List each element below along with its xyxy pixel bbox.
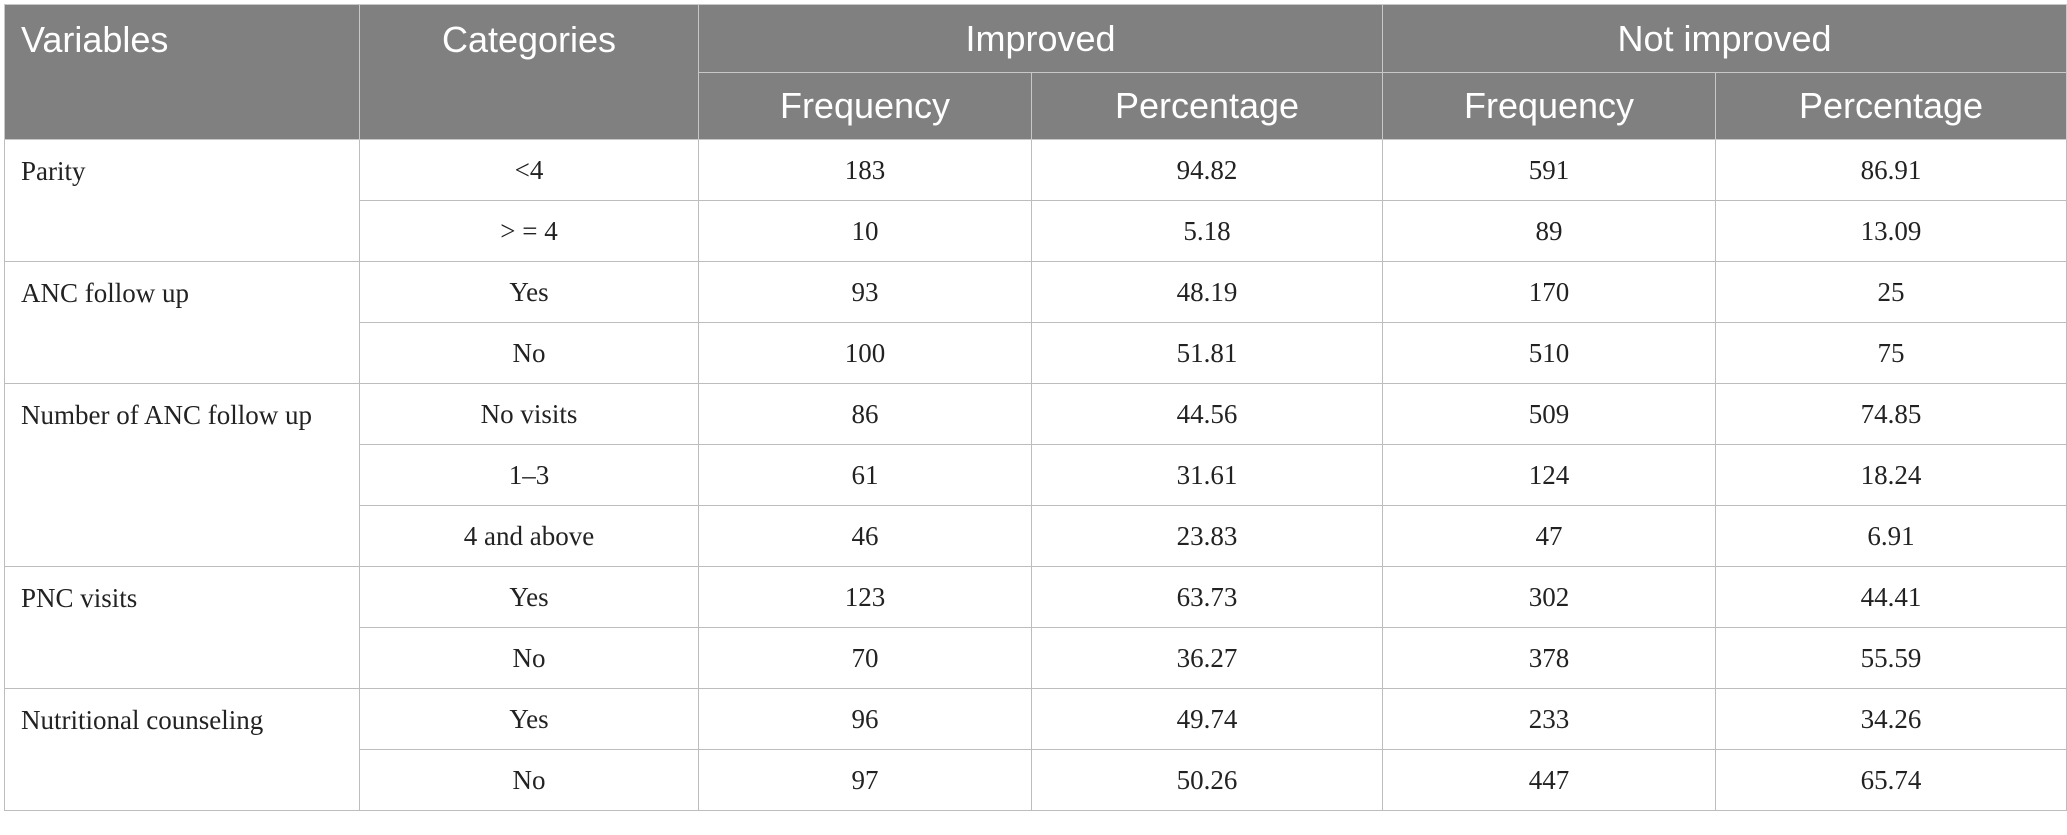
header-not-improved: Not improved (1382, 4, 2067, 73)
header-not-improved-frequency: Frequency (1382, 72, 1717, 140)
not-improved-percentage-cell: 74.85 (1715, 383, 2067, 445)
table-row: Number of ANC follow up No visits 86 44.56 5… (4, 383, 2067, 567)
variable-cell: PNC visits (4, 566, 360, 689)
not-improved-percentage-cell: 44.41 (1715, 566, 2067, 628)
not-improved-percentage-cell: 13.09 (1715, 200, 2067, 262)
header-row-top: Variables Categories Improved Not improv… (4, 4, 2067, 140)
improved-frequency-cell: 86 (698, 383, 1032, 445)
improved-frequency-cell: 46 (698, 505, 1032, 567)
category-cell: <4 (359, 139, 699, 201)
improved-percentage-cell: 49.74 (1030, 688, 1384, 750)
improved-percentage-cell: 5.18 (1030, 200, 1384, 262)
not-improved-percentage-cell: 86.91 (1715, 139, 2067, 201)
not-improved-frequency-cell: 233 (1382, 688, 1717, 750)
not-improved-percentage-cell: 18.24 (1715, 444, 2067, 506)
not-improved-percentage-cell: 25 (1715, 261, 2067, 323)
category-cell: No (359, 627, 699, 689)
improved-percentage-cell: 51.81 (1030, 322, 1384, 384)
variable-cell: Nutritional counseling (4, 688, 360, 811)
table-row: ANC follow up Yes 93 48.19 170 25 (4, 261, 2067, 384)
table-row: No 70 36.27 378 55.59 (5, 627, 2067, 689)
improved-percentage-cell: 50.26 (1030, 749, 1384, 811)
not-improved-frequency-cell: 509 (1382, 383, 1717, 445)
improved-percentage-cell: 48.19 (1030, 261, 1384, 323)
improved-frequency-cell: 70 (698, 627, 1032, 689)
table-row: 1–3 61 31.61 124 18.24 (5, 444, 2067, 506)
table-row: > = 4 10 5.18 89 13.09 (5, 200, 2067, 262)
improved-frequency-cell: 183 (698, 139, 1032, 201)
not-improved-frequency-cell: 378 (1382, 627, 1717, 689)
not-improved-percentage-cell: 6.91 (1715, 505, 2067, 567)
improved-percentage-cell: 23.83 (1030, 505, 1384, 567)
not-improved-frequency-cell: 510 (1382, 322, 1717, 384)
category-cell: Yes (359, 566, 699, 628)
not-improved-percentage-cell: 34.26 (1715, 688, 2067, 750)
table-row: Nutritional counseling Yes 96 49.74 233 34.26 (4, 688, 2067, 811)
improved-percentage-cell: 36.27 (1030, 627, 1384, 689)
improved-frequency-cell: 100 (698, 322, 1032, 384)
header-categories: Categories (359, 4, 699, 140)
improved-frequency-cell: 93 (698, 261, 1032, 323)
table-container: Variables Categories Improved Not improv… (4, 4, 2067, 811)
category-cell: 1–3 (359, 444, 699, 506)
not-improved-percentage-cell: 75 (1715, 322, 2067, 384)
category-cell: 4 and above (359, 505, 699, 567)
not-improved-percentage-cell: 55.59 (1715, 627, 2067, 689)
header-variables: Variables (4, 4, 360, 140)
improved-frequency-cell: 97 (698, 749, 1032, 811)
variable-cell: ANC follow up (4, 261, 360, 384)
improved-frequency-cell: 123 (698, 566, 1032, 628)
table-row: PNC visits Yes 123 63.73 302 44.41 (4, 566, 2067, 689)
not-improved-frequency-cell: 47 (1382, 505, 1717, 567)
improved-percentage-cell: 63.73 (1030, 566, 1384, 628)
header-not-improved-percentage: Percentage (1715, 72, 2067, 140)
header-improved: Improved (697, 4, 1384, 73)
table-body: Parity <4 183 94.82 591 86.91 > = 4 10 5.18 89 13.… (4, 139, 2067, 811)
not-improved-frequency-cell: 591 (1382, 139, 1717, 201)
table-row: No 97 50.26 447 65.74 (5, 749, 2067, 811)
improved-frequency-cell: 10 (698, 200, 1032, 262)
category-cell: No visits (359, 383, 699, 445)
header-improved-percentage: Percentage (1030, 72, 1384, 140)
table-row: No 100 51.81 510 75 (5, 322, 2067, 384)
data-table: Variables Categories Improved Not improv… (4, 4, 2067, 811)
not-improved-percentage-cell: 65.74 (1715, 749, 2067, 811)
not-improved-frequency-cell: 124 (1382, 444, 1717, 506)
category-cell: > = 4 (359, 200, 699, 262)
header-improved-frequency: Frequency (698, 72, 1032, 140)
improved-percentage-cell: 31.61 (1030, 444, 1384, 506)
category-cell: Yes (359, 261, 699, 323)
category-cell: Yes (359, 688, 699, 750)
table-header: Variables Categories Improved Not improv… (4, 4, 2067, 140)
header-row-sub: Frequency Percentage Frequency Percentag… (5, 72, 2067, 140)
table-row: Parity <4 183 94.82 591 86.91 (4, 139, 2067, 262)
not-improved-frequency-cell: 89 (1382, 200, 1717, 262)
category-cell: No (359, 749, 699, 811)
table-row: 4 and above 46 23.83 47 6.91 (5, 505, 2067, 567)
improved-frequency-cell: 61 (698, 444, 1032, 506)
variable-cell: Number of ANC follow up (4, 383, 360, 567)
not-improved-frequency-cell: 302 (1382, 566, 1717, 628)
not-improved-frequency-cell: 447 (1382, 749, 1717, 811)
improved-percentage-cell: 44.56 (1030, 383, 1384, 445)
variable-cell: Parity (4, 139, 360, 262)
not-improved-frequency-cell: 170 (1382, 261, 1717, 323)
improved-percentage-cell: 94.82 (1030, 139, 1384, 201)
improved-frequency-cell: 96 (698, 688, 1032, 750)
category-cell: No (359, 322, 699, 384)
